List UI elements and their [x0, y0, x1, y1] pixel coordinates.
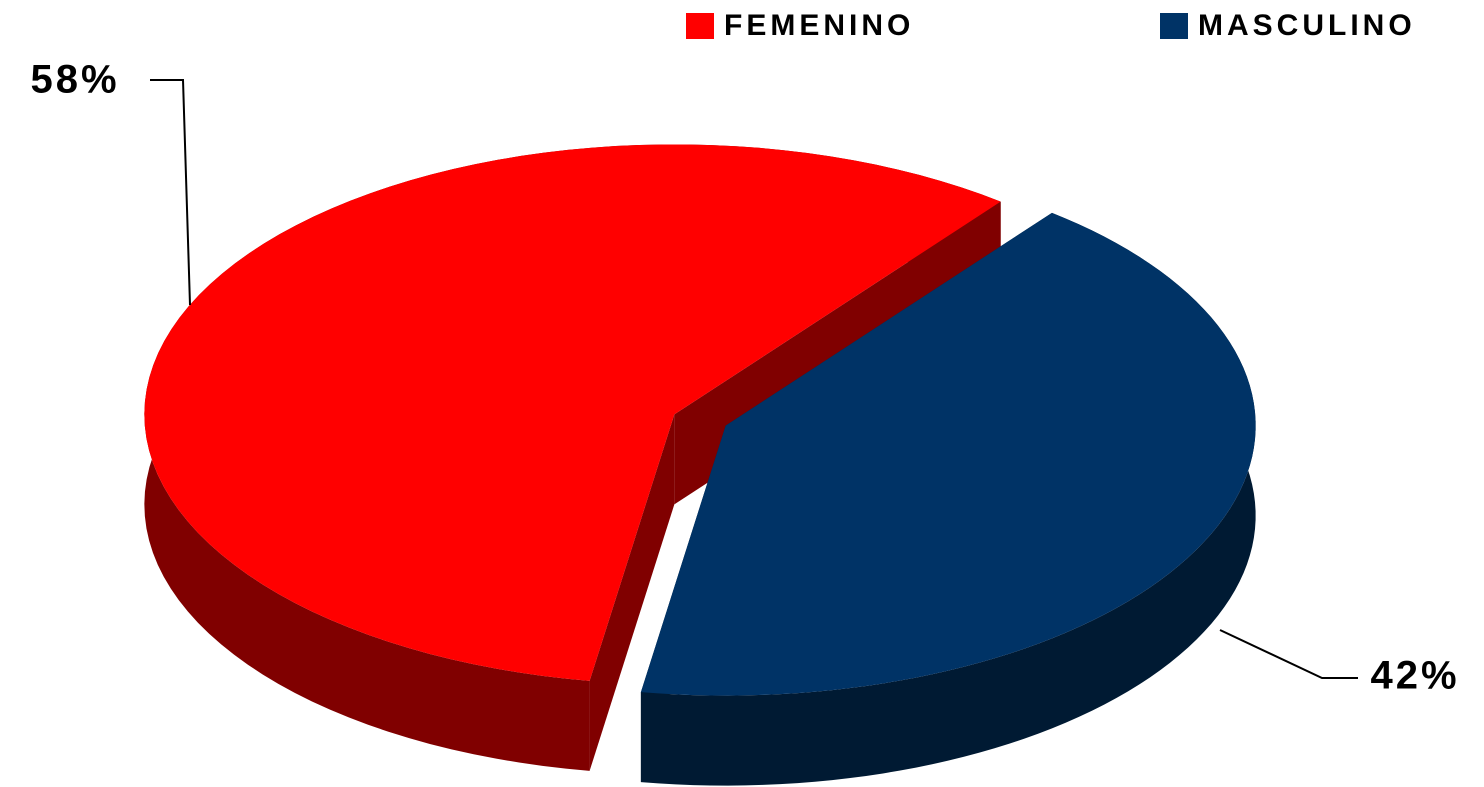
legend-label: MASCULINO: [1198, 9, 1416, 42]
slice: [144, 144, 1001, 681]
leader-line: [150, 79, 191, 306]
slice: [640, 212, 1256, 696]
leader-line: [1219, 629, 1358, 679]
data-label: 58%: [30, 58, 119, 102]
data-label: 42%: [1370, 654, 1459, 698]
outer-wall: [640, 212, 1256, 786]
legend-swatch: [1160, 13, 1188, 39]
legend-swatch: [686, 13, 714, 39]
radial-wall: [589, 414, 675, 771]
slice-tops: [144, 144, 1256, 696]
labels-legend: 58% 42% FEMENINO MASCULINO: [30, 9, 1459, 698]
legend-label: FEMENINO: [724, 9, 914, 42]
